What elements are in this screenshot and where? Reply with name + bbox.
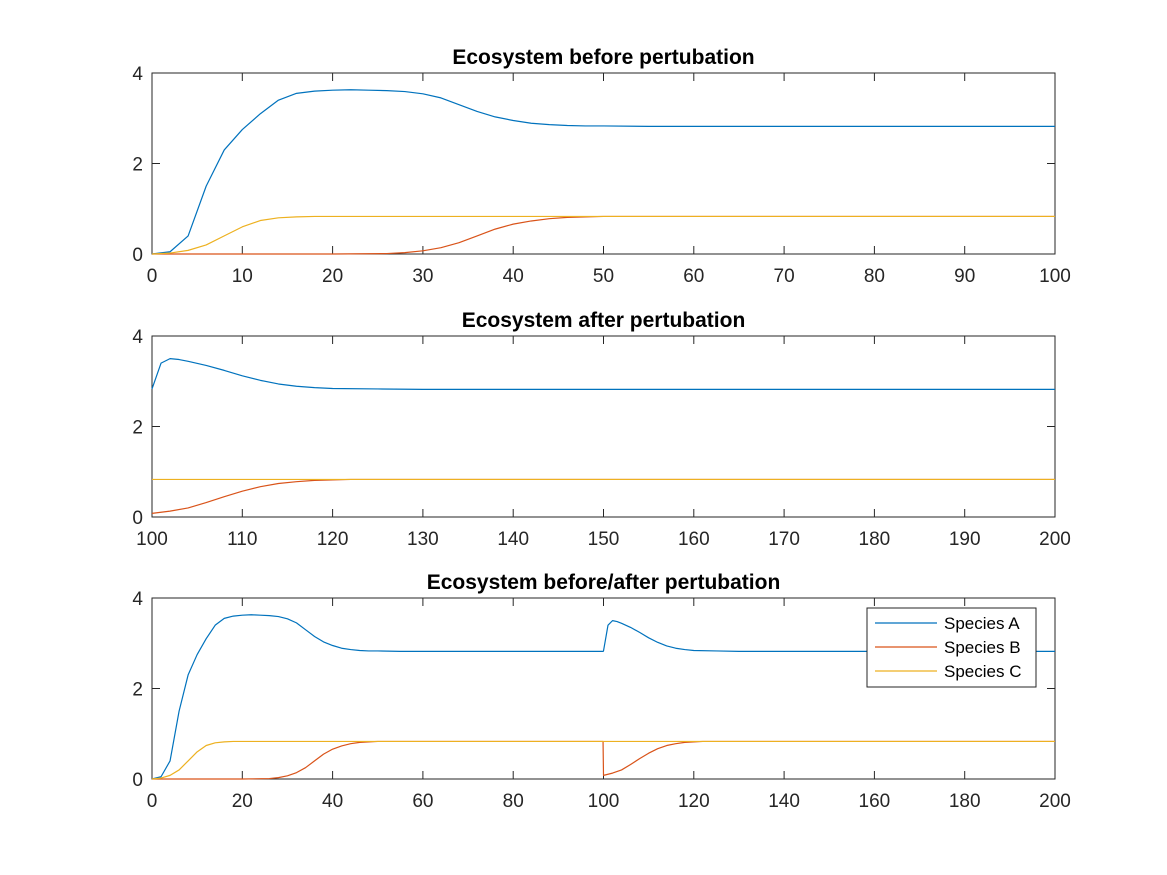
y-tick-label: 2 — [132, 155, 143, 176]
x-tick-label: 10 — [232, 266, 253, 287]
series-line-species-c — [151, 215, 1055, 255]
x-tick-label: 170 — [768, 529, 800, 550]
legend-label-species-c: Species C — [944, 662, 1021, 681]
x-tick-label: 150 — [588, 529, 620, 550]
legend: Species A Species B Species C — [866, 607, 1037, 688]
x-tick-label: 160 — [678, 529, 710, 550]
x-tick-label: 0 — [147, 266, 158, 287]
x-tick-label: 20 — [322, 266, 343, 287]
y-tick-label: 4 — [132, 64, 143, 85]
chart-title: Ecosystem before/after pertubation — [427, 571, 781, 594]
legend-label-species-b: Species B — [944, 638, 1021, 657]
x-tick-label: 140 — [768, 791, 800, 812]
x-tick-label: 60 — [412, 791, 433, 812]
series-line-species-a — [151, 358, 1055, 390]
axes-box — [151, 72, 1056, 255]
x-tick-label: 110 — [227, 529, 257, 550]
x-tick-label: 190 — [949, 529, 981, 550]
x-tick-label: 90 — [954, 266, 975, 287]
x-tick-label: 60 — [683, 266, 704, 287]
x-tick-label: 180 — [859, 529, 891, 550]
x-tick-label: 100 — [136, 529, 168, 550]
x-tick-label: 200 — [1039, 529, 1071, 550]
x-tick-label: 50 — [593, 266, 614, 287]
x-tick-label: 0 — [147, 791, 158, 812]
chart-title: Ecosystem before pertubation — [452, 46, 754, 69]
axes-box — [151, 335, 1056, 518]
y-tick-label: 4 — [132, 327, 143, 348]
y-tick-label: 4 — [132, 589, 143, 610]
x-tick-label: 70 — [774, 266, 795, 287]
x-tick-label: 200 — [1039, 791, 1071, 812]
series-line-species-a — [151, 89, 1055, 255]
x-tick-label: 180 — [949, 791, 981, 812]
y-tick-label: 0 — [132, 770, 143, 791]
series-line-species-a — [151, 614, 1055, 780]
y-tick-label: 0 — [132, 245, 143, 266]
legend-label-species-a: Species A — [944, 614, 1020, 633]
x-tick-label: 80 — [864, 266, 885, 287]
x-tick-label: 100 — [588, 791, 620, 812]
x-tick-label: 120 — [317, 529, 349, 550]
x-tick-label: 160 — [859, 791, 891, 812]
y-tick-label: 2 — [132, 418, 143, 439]
series-line-species-c — [151, 740, 1055, 780]
y-tick-label: 0 — [132, 508, 143, 529]
y-tick-label: 2 — [132, 680, 143, 701]
subplot-2: Ecosystem after pertubation 100 110 120 130 1… — [132, 309, 1070, 550]
x-tick-label: 30 — [412, 266, 433, 287]
x-tick-label: 130 — [407, 529, 439, 550]
x-tick-label: 120 — [678, 791, 710, 812]
x-tick-label: 40 — [503, 266, 524, 287]
chart-title: Ecosystem after pertubation — [462, 309, 746, 332]
x-tick-label: 40 — [322, 791, 343, 812]
x-tick-label: 140 — [497, 529, 529, 550]
x-tick-label: 100 — [1039, 266, 1071, 287]
x-tick-label: 80 — [503, 791, 524, 812]
x-tick-label: 20 — [232, 791, 253, 812]
